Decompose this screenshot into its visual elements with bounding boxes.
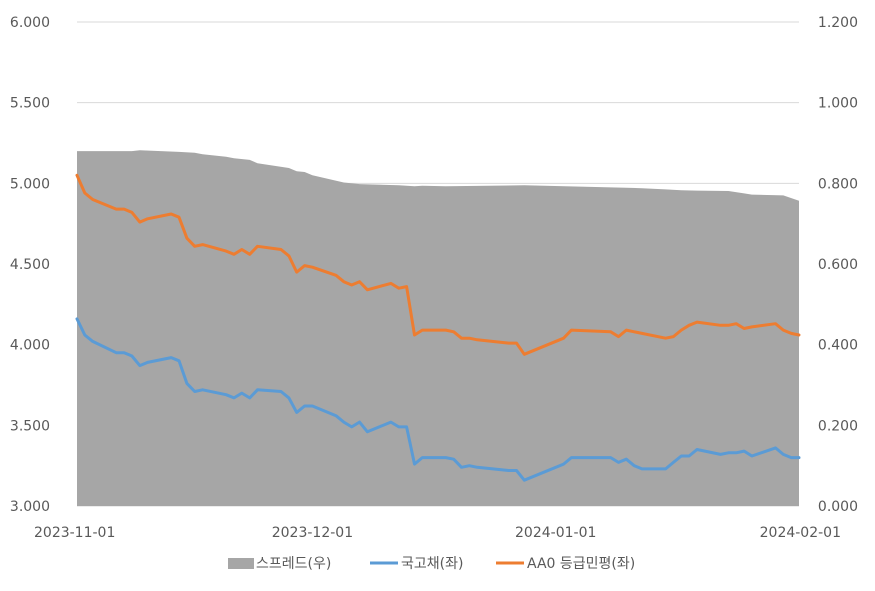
treasury-line bbox=[75, 317, 801, 482]
left-axis-tick-label: 3.000 bbox=[10, 499, 50, 515]
spread-area bbox=[77, 150, 799, 507]
x-axis-tick-label: 2024-01-01 bbox=[515, 525, 596, 541]
legend-label: AA0 등급민평(좌) bbox=[527, 556, 635, 572]
legend: 스프레드(우) 국고채(좌) AA0 등급민평(좌) bbox=[228, 556, 635, 572]
left-axis-tick-label: 4.000 bbox=[10, 338, 50, 354]
left-axis-tick-label: 3.500 bbox=[10, 418, 50, 434]
right-axis-tick-label: 0.400 bbox=[818, 338, 858, 354]
line-series-layer bbox=[75, 173, 801, 482]
x-axis-tick-label: 2023-12-01 bbox=[272, 525, 353, 541]
left-axis-tick-label: 5.000 bbox=[10, 176, 50, 192]
x-axis-tick-label: 2023-11-01 bbox=[34, 525, 115, 541]
left-axis-tick-label: 5.500 bbox=[10, 96, 50, 112]
right-axis-tick-label: 1.200 bbox=[818, 15, 858, 31]
right-axis-tick-label: 0.600 bbox=[818, 257, 858, 273]
legend-label: 스프레드(우) bbox=[256, 556, 331, 572]
legend-label: 국고채(좌) bbox=[401, 556, 463, 572]
right-axis-tick-label: 1.000 bbox=[818, 96, 858, 112]
right-axis-tick-label: 0.200 bbox=[818, 418, 858, 434]
legend-swatch-spread bbox=[228, 558, 254, 569]
left-axis-tick-label: 6.000 bbox=[10, 15, 50, 31]
right-axis-ticks: 0.000 0.200 0.400 0.600 0.800 1.000 1.200 bbox=[818, 15, 858, 515]
left-axis-ticks: 3.000 3.500 4.000 4.500 5.000 5.500 6.000 bbox=[10, 15, 50, 515]
spread-area-layer bbox=[77, 150, 799, 507]
left-axis-tick-label: 4.500 bbox=[10, 257, 50, 273]
right-axis-tick-label: 0.000 bbox=[818, 499, 858, 515]
aa0-line bbox=[75, 173, 801, 356]
x-axis-tick-label: 2024-02-01 bbox=[760, 525, 841, 541]
right-axis-tick-label: 0.800 bbox=[818, 176, 858, 192]
x-axis-ticks: 2023-11-01 2023-12-01 2024-01-01 2024-02-01 bbox=[34, 525, 841, 541]
